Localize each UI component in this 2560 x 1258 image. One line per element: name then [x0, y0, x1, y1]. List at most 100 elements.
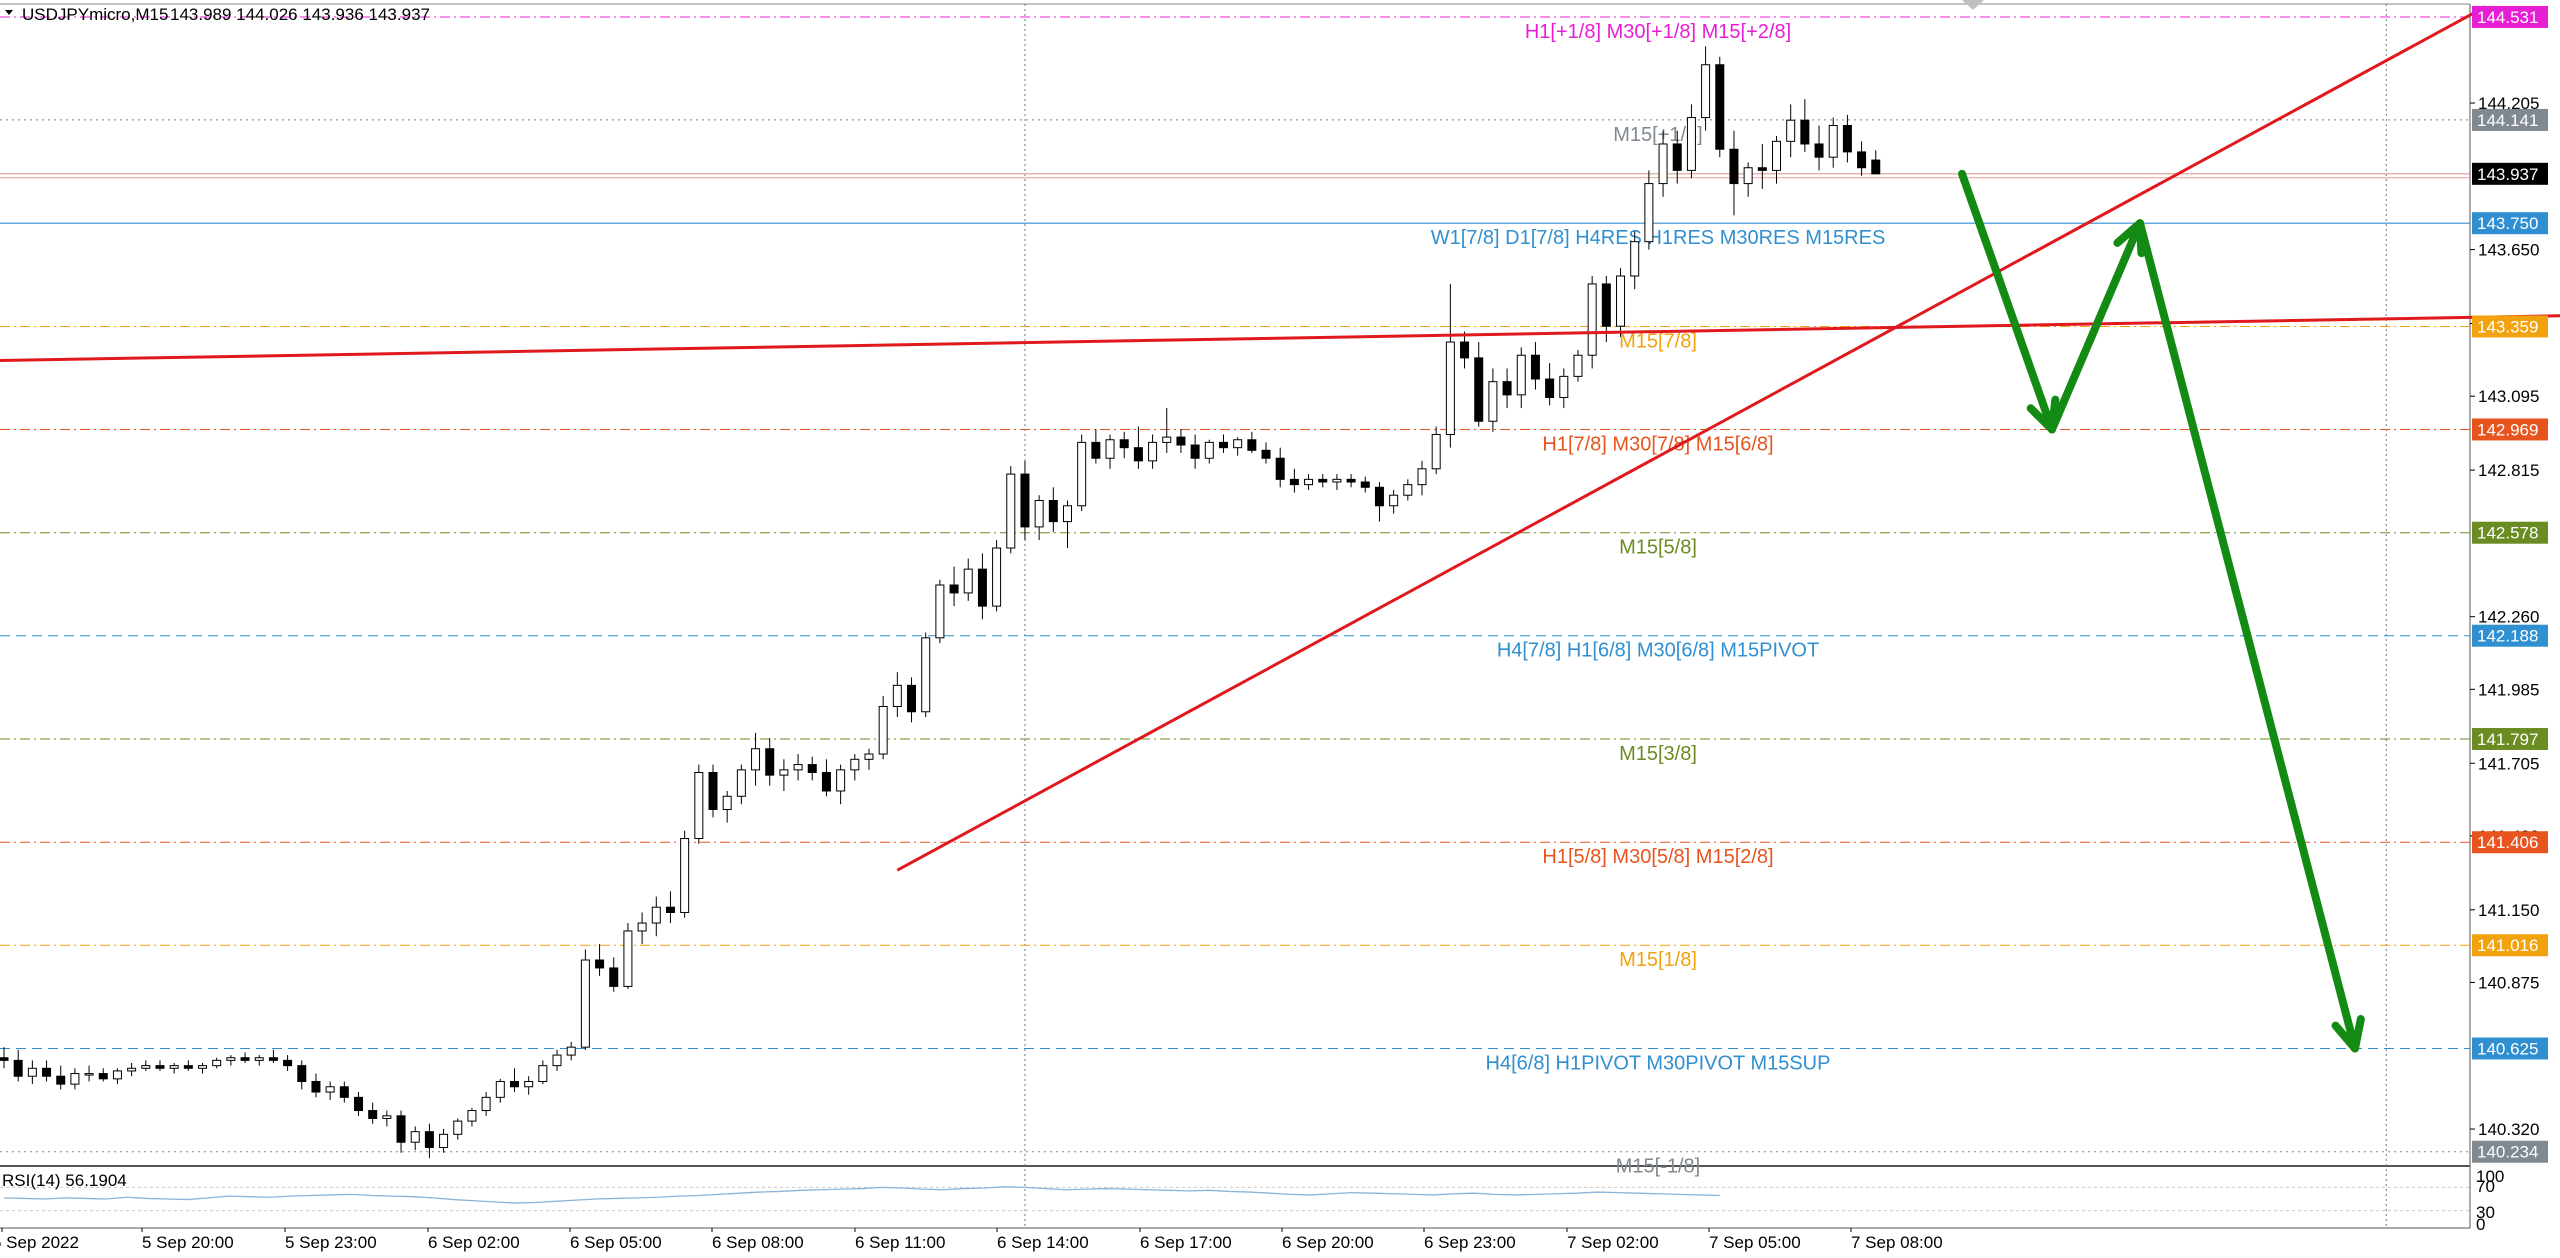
candle-body-81: [1148, 441, 1158, 462]
price-tag-11: 140.625: [2477, 1039, 2538, 1058]
candle-body-76: [1077, 441, 1087, 507]
candle-body-78: [1105, 439, 1115, 459]
price-axis-layer: 144.205143.650143.370143.095142.815142.2…: [2470, 5, 2548, 1163]
candle-body-59: [836, 769, 846, 792]
candle-body-15: [212, 1059, 222, 1067]
candle-body-97: [1374, 486, 1384, 507]
candle-body-55: [779, 769, 789, 776]
candle-body-35: [495, 1080, 505, 1098]
price-tick-label-9: 141.150: [2478, 901, 2539, 920]
candle-body-89: [1261, 449, 1271, 459]
candle-body-70: [992, 547, 1002, 607]
price-tag-5: 142.969: [2477, 420, 2538, 439]
candle-body-77: [1091, 441, 1101, 459]
forecast-layer[interactable]: [1958, 169, 2365, 1053]
candle-body-85: [1204, 441, 1214, 459]
candle-body-14: [198, 1065, 208, 1069]
candle-body-130: [1842, 124, 1852, 153]
trendlines-layer[interactable]: [0, 5, 2560, 872]
candle-body-25: [354, 1096, 363, 1112]
trendline-1[interactable]: [896, 5, 2487, 872]
candle-body-58: [821, 772, 831, 792]
time-tick-label-0: 5 Sep 2022: [0, 1233, 79, 1252]
price-tag-2: 143.937: [2477, 165, 2538, 184]
candle-body-75: [1063, 505, 1072, 523]
candle-body-98: [1389, 494, 1399, 507]
candle-body-64: [907, 684, 917, 713]
candle-body-1: [13, 1059, 23, 1077]
candle-body-84: [1190, 444, 1200, 459]
trendline-0[interactable]: [0, 314, 2560, 363]
candle-body-37: [524, 1080, 534, 1088]
rsi-label: RSI(14) 56.1904: [2, 1171, 127, 1190]
candle-body-112: [1587, 283, 1597, 356]
level-label-5: H1[7/8] M30[7/8] M15[6/8]: [1542, 433, 1773, 455]
candle-body-28: [396, 1115, 406, 1143]
rsi-line: [3, 1186, 1720, 1204]
price-tick-label-4: 142.815: [2478, 461, 2539, 480]
candle-body-91: [1289, 478, 1299, 486]
candle-body-87: [1233, 439, 1243, 449]
candle-body-88: [1247, 439, 1257, 451]
candle-body-79: [1119, 439, 1129, 449]
candle-body-9: [127, 1067, 137, 1072]
candle-body-39: [552, 1054, 562, 1067]
forecast-arrowhead-2: [2331, 1015, 2365, 1053]
candle-body-127: [1800, 119, 1810, 145]
candle-body-33: [467, 1110, 477, 1122]
time-tick-label-2: 5 Sep 23:00: [285, 1233, 377, 1252]
price-tag-9: 141.406: [2477, 833, 2538, 852]
price-tick-label-0: 144.205: [2478, 94, 2539, 113]
candle-body-124: [1757, 167, 1767, 171]
price-tag-bg-7: [2472, 624, 2548, 647]
candle-body-92: [1304, 478, 1314, 486]
price-tag-bg-6: [2472, 521, 2548, 544]
price-tick-label-6: 141.985: [2478, 680, 2539, 699]
forecast-segment-1[interactable]: [2048, 219, 2144, 434]
price-tag-bg-4: [2472, 315, 2548, 338]
candle-body-67: [949, 584, 959, 594]
candle-body-26: [368, 1110, 378, 1119]
murrey-levels-layer: H1[+1/8] M30[+1/8] M15[+2/8] M15[+1/8] W1[…: [0, 16, 2470, 1178]
candle-body-71: [1006, 473, 1016, 549]
grid-layer: [0, 0, 2471, 1229]
time-tick-label-4: 6 Sep 05:00: [570, 1233, 662, 1252]
shift-marker-icon[interactable]: [1962, 0, 1984, 10]
candle-body-113: [1601, 283, 1611, 327]
candle-body-116: [1644, 183, 1654, 243]
forecast-segment-2[interactable]: [2136, 219, 2359, 1053]
price-tick-label-10: 140.875: [2478, 973, 2539, 992]
candle-body-31: [439, 1133, 449, 1149]
candle-body-82: [1162, 436, 1172, 443]
collapse-triangle-icon[interactable]: [5, 10, 13, 15]
candle-body-110: [1559, 375, 1569, 398]
time-tick-label-8: 6 Sep 17:00: [1140, 1233, 1232, 1252]
candle-body-29: [410, 1131, 420, 1143]
candle-body-65: [921, 637, 931, 713]
candle-body-73: [1034, 499, 1044, 528]
price-tick-label-5: 142.260: [2478, 608, 2539, 627]
candle-body-7: [98, 1073, 108, 1080]
time-tick-label-12: 7 Sep 05:00: [1709, 1233, 1801, 1252]
candle-body-20: [283, 1059, 293, 1067]
level-label-6: M15[5/8]: [1619, 537, 1697, 559]
price-tag-bg-2: [2472, 162, 2548, 185]
candle-body-3: [42, 1067, 52, 1077]
candle-body-11: [155, 1065, 165, 1069]
level-label-0: H1[+1/8] M30[+1/8] M15[+2/8]: [1525, 21, 1791, 43]
candle-body-107: [1516, 354, 1526, 396]
candle-body-12: [169, 1065, 179, 1069]
candle-body-0: [0, 1057, 9, 1061]
rsi-scale-70: 70: [2476, 1177, 2495, 1196]
chart-header: USDJPYmicro,M15 143.989 144.026 143.936 …: [5, 5, 430, 24]
candle-body-5: [70, 1073, 80, 1085]
candle-body-63: [892, 684, 902, 707]
price-tag-6: 142.578: [2477, 524, 2538, 543]
ohlc-values: 143.989 144.026 143.936 143.937: [170, 5, 430, 24]
candle-body-83: [1176, 436, 1186, 446]
forecast-segment-0[interactable]: [1958, 169, 2056, 434]
candle-body-32: [453, 1120, 463, 1135]
